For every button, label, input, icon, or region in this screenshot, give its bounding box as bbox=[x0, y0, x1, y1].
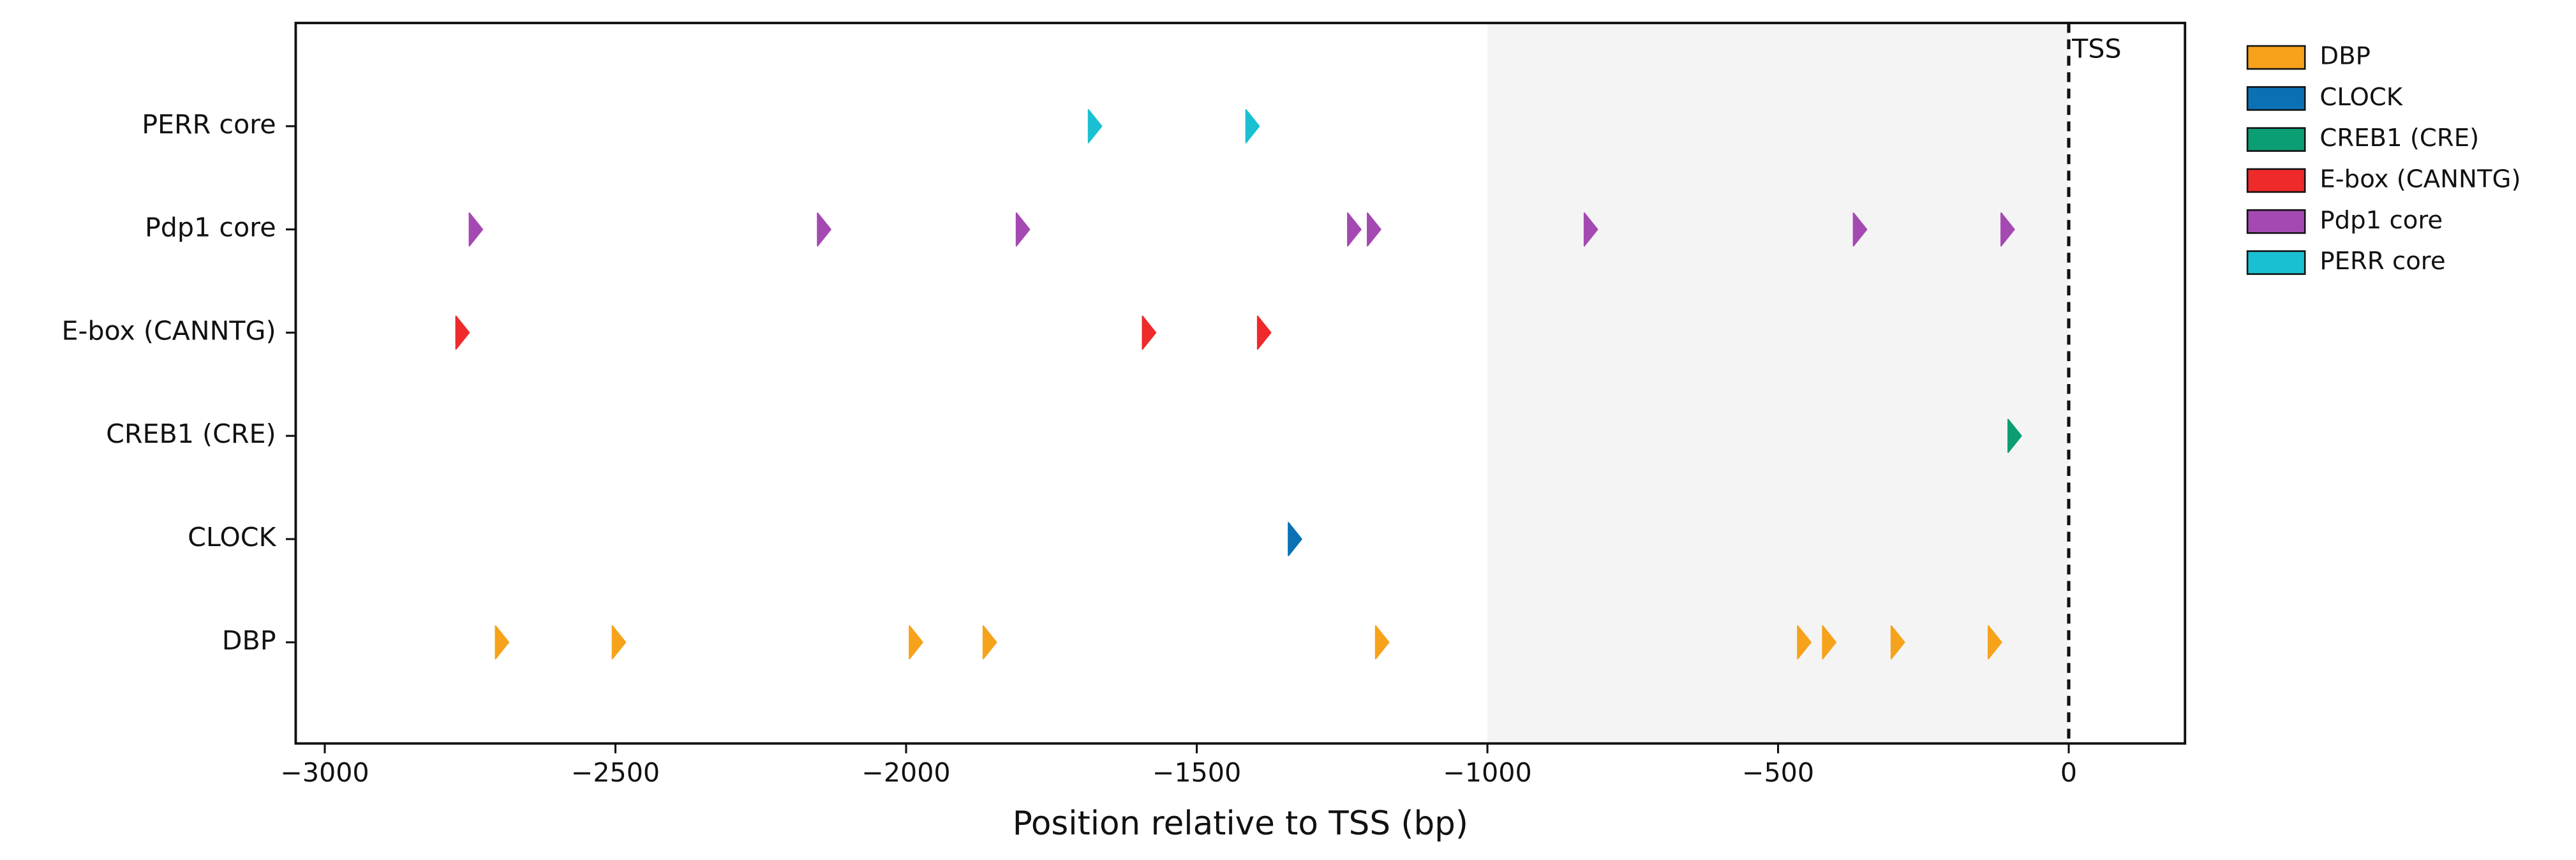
x-tick-label: −2500 bbox=[571, 757, 660, 788]
y-tick-label: Pdp1 core bbox=[145, 212, 276, 243]
marker bbox=[1256, 315, 1272, 350]
marker bbox=[495, 625, 510, 660]
marker bbox=[1797, 625, 1812, 660]
marker bbox=[1890, 625, 1905, 660]
marker bbox=[1142, 315, 1157, 350]
legend-swatch bbox=[2246, 250, 2306, 275]
x-tick-label: 0 bbox=[2060, 757, 2077, 788]
legend-label: E-box (CANNTG) bbox=[2319, 165, 2520, 193]
x-tick-label: −500 bbox=[1742, 757, 1814, 788]
legend-swatch bbox=[2246, 86, 2306, 111]
marker bbox=[611, 625, 627, 660]
legend-label: CREB1 (CRE) bbox=[2319, 124, 2479, 152]
legend-label: CLOCK bbox=[2319, 83, 2403, 112]
legend-label: Pdp1 core bbox=[2319, 206, 2443, 235]
y-tick-label: CLOCK bbox=[188, 522, 276, 552]
shaded-region bbox=[1487, 23, 2069, 744]
marker bbox=[1367, 212, 1381, 247]
marker bbox=[1015, 212, 1031, 247]
marker bbox=[455, 315, 470, 350]
legend-label: PERR core bbox=[2319, 247, 2445, 276]
marker bbox=[1245, 109, 1260, 144]
x-tick-label: −2000 bbox=[861, 757, 950, 788]
marker bbox=[982, 625, 997, 660]
legend-swatch bbox=[2246, 209, 2306, 234]
reference-label: TSS bbox=[2071, 34, 2121, 64]
marker bbox=[1288, 522, 1302, 556]
marker bbox=[909, 625, 923, 660]
x-tick-label: −1000 bbox=[1443, 757, 1531, 788]
plot-frame bbox=[294, 22, 2187, 745]
marker bbox=[1087, 109, 1103, 144]
marker bbox=[1347, 212, 1362, 247]
y-tick-label: PERR core bbox=[142, 109, 276, 140]
marker bbox=[1374, 625, 1390, 660]
x-tick-label: −1500 bbox=[1152, 757, 1241, 788]
marker bbox=[2000, 212, 2015, 247]
marker bbox=[2007, 419, 2022, 453]
marker bbox=[1852, 212, 1868, 247]
legend-swatch bbox=[2246, 168, 2306, 193]
legend-swatch bbox=[2246, 45, 2306, 70]
y-tick-label: DBP bbox=[222, 625, 276, 656]
x-axis-label: Position relative to TSS (bp) bbox=[1013, 804, 1468, 843]
x-tick-label: −3000 bbox=[280, 757, 369, 788]
marker bbox=[468, 212, 484, 247]
legend-label: DBP bbox=[2319, 42, 2371, 71]
marker bbox=[1583, 212, 1598, 247]
marker bbox=[1988, 625, 2002, 660]
marker bbox=[817, 212, 831, 247]
marker bbox=[1822, 625, 1837, 660]
y-tick-label: CREB1 (CRE) bbox=[106, 419, 276, 449]
y-tick-label: E-box (CANNTG) bbox=[61, 315, 276, 346]
legend-swatch bbox=[2246, 127, 2306, 152]
